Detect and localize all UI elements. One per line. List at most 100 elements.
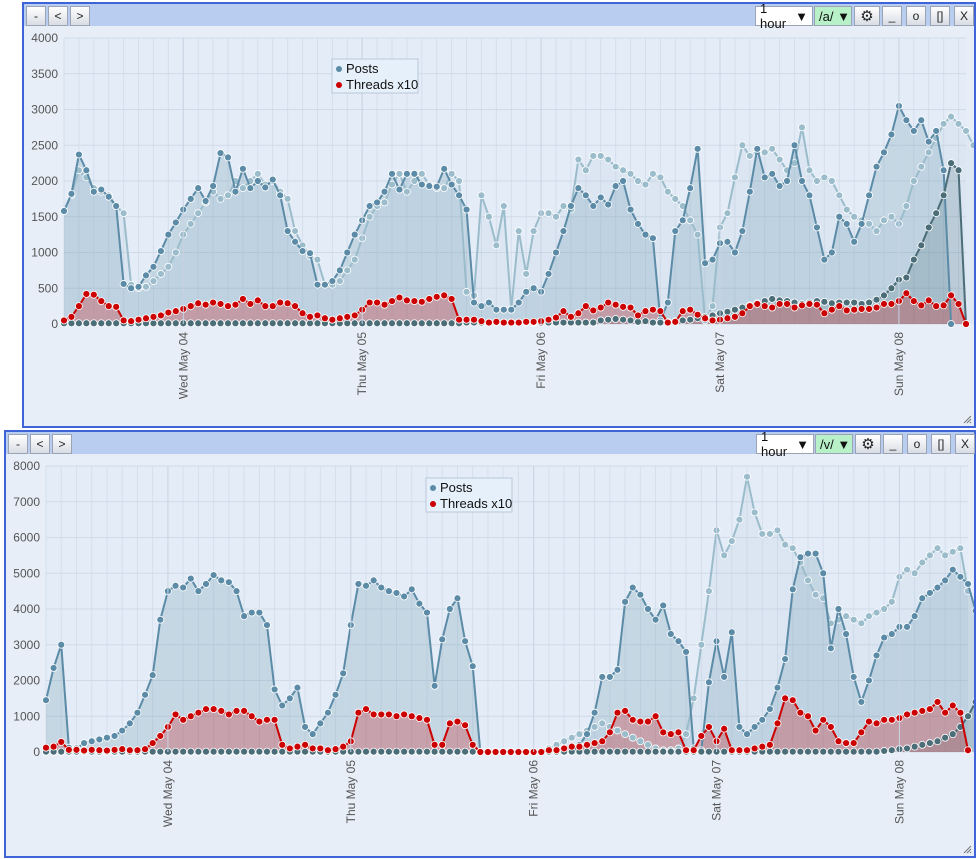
data-point — [447, 295, 456, 303]
data-point — [301, 747, 309, 756]
data-point — [255, 747, 264, 756]
data-point — [686, 184, 695, 193]
data-point — [224, 747, 233, 756]
data-point — [440, 164, 449, 173]
data-point — [552, 212, 560, 221]
board-select[interactable]: /v/ ▼ — [815, 434, 853, 454]
maximize-button[interactable]: [] — [930, 6, 950, 26]
data-point — [202, 580, 210, 588]
data-point — [857, 305, 866, 313]
data-point — [313, 255, 322, 264]
data-point — [872, 295, 881, 304]
data-point — [560, 737, 569, 746]
data-point — [865, 747, 873, 756]
data-point — [634, 219, 642, 228]
collapse-button[interactable]: - — [26, 6, 46, 26]
data-point — [768, 169, 777, 178]
data-point — [933, 583, 942, 592]
restore-button[interactable]: o — [907, 434, 927, 454]
data-point — [567, 202, 575, 210]
data-point — [67, 189, 76, 198]
y-tick-label: 1000 — [13, 709, 40, 723]
data-point — [224, 578, 233, 587]
data-point — [447, 169, 456, 178]
data-point — [194, 299, 203, 308]
data-point — [971, 698, 974, 706]
data-point — [343, 312, 352, 321]
data-point — [392, 589, 401, 597]
close-button[interactable]: X — [954, 6, 974, 26]
data-point — [880, 605, 889, 613]
data-point — [820, 297, 829, 306]
data-point — [760, 148, 769, 157]
close-button[interactable]: X — [955, 434, 975, 454]
data-point — [887, 300, 896, 308]
data-point — [514, 298, 523, 307]
minimize-button[interactable]: _ — [882, 6, 902, 26]
data-point — [590, 747, 599, 756]
data-point — [485, 318, 493, 327]
previous-button[interactable]: < — [30, 434, 50, 454]
data-point — [939, 301, 948, 310]
data-point — [339, 669, 348, 678]
data-point — [298, 319, 307, 328]
data-point — [649, 305, 657, 314]
data-point — [156, 615, 165, 624]
data-point — [917, 301, 926, 310]
data-point — [380, 187, 389, 196]
interval-select[interactable]: 1 hour ▼ — [755, 1, 813, 31]
data-point — [194, 708, 203, 717]
settings-button[interactable]: ⚙ — [854, 6, 880, 26]
dropdown-arrow-icon: ▼ — [837, 8, 850, 24]
data-point — [462, 315, 471, 324]
collapse-button[interactable]: - — [8, 434, 28, 454]
next-button[interactable]: > — [70, 6, 90, 26]
data-point — [880, 633, 889, 642]
maximize-button[interactable]: [] — [931, 434, 951, 454]
data-point — [941, 551, 950, 560]
data-point — [641, 307, 650, 316]
data-point — [415, 599, 424, 608]
data-point — [941, 576, 950, 585]
data-point — [321, 314, 329, 323]
data-point — [887, 630, 896, 638]
data-point — [750, 508, 759, 517]
data-point — [941, 708, 950, 717]
data-point — [247, 747, 256, 756]
settings-button[interactable]: ⚙ — [855, 434, 881, 454]
data-point — [285, 744, 294, 753]
board-select[interactable]: /a/ ▼ — [814, 6, 852, 26]
dropdown-arrow-icon: ▼ — [837, 436, 851, 452]
resize-handle-icon[interactable] — [962, 414, 972, 424]
data-point — [813, 300, 821, 309]
data-point — [354, 747, 363, 756]
data-point — [804, 747, 812, 756]
restore-button[interactable]: o — [906, 6, 926, 26]
data-point — [186, 219, 195, 228]
data-point — [820, 255, 829, 264]
data-point — [880, 300, 888, 308]
data-point — [918, 740, 927, 749]
data-point — [216, 149, 225, 158]
minimize-button[interactable]: _ — [883, 434, 903, 454]
data-point — [104, 302, 113, 311]
data-point — [773, 719, 782, 728]
data-point — [948, 547, 957, 556]
legend-box — [331, 58, 419, 94]
data-point — [723, 237, 732, 246]
interval-select[interactable]: 1 hour ▼ — [756, 429, 814, 459]
next-button[interactable]: > — [52, 434, 72, 454]
data-point — [377, 583, 386, 592]
data-point — [110, 745, 119, 754]
data-point — [674, 637, 683, 646]
panel-toolbar: - < > 1 hour ▼ /v/ ▼ ⚙ _ o [] X — [6, 429, 975, 459]
x-tick-label: Fri May 06 — [534, 332, 548, 389]
data-point — [835, 191, 844, 200]
data-point — [910, 708, 919, 717]
data-point — [666, 747, 675, 756]
data-point — [350, 319, 359, 328]
previous-button[interactable]: < — [48, 6, 68, 26]
resize-handle-icon[interactable] — [962, 844, 972, 854]
data-point — [432, 182, 441, 191]
data-point — [924, 148, 933, 157]
